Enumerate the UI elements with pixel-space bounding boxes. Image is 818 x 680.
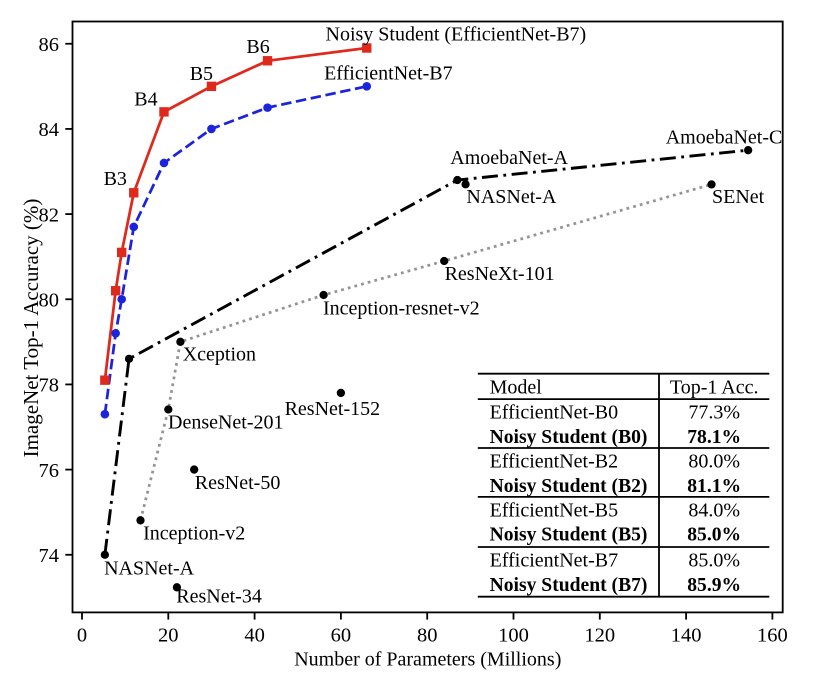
svg-text:DenseNet-201: DenseNet-201	[168, 412, 284, 434]
svg-text:Model: Model	[490, 376, 543, 398]
svg-text:EfficientNet-B0: EfficientNet-B0	[490, 402, 618, 424]
svg-text:80: 80	[417, 625, 438, 647]
svg-text:ResNet-50: ResNet-50	[195, 472, 281, 494]
svg-text:82: 82	[39, 204, 60, 226]
svg-text:Noisy Student (B7): Noisy Student (B7)	[490, 575, 648, 596]
svg-text:78.1%: 78.1%	[687, 427, 741, 448]
svg-text:EfficientNet-B5: EfficientNet-B5	[490, 500, 618, 522]
svg-text:0: 0	[77, 625, 87, 647]
svg-text:NASNet-A: NASNet-A	[104, 557, 195, 579]
svg-text:120: 120	[584, 625, 615, 647]
svg-text:ResNeXt-101: ResNeXt-101	[445, 263, 555, 285]
svg-text:B3: B3	[104, 168, 127, 190]
svg-text:40: 40	[244, 625, 265, 647]
svg-text:ResNet-34: ResNet-34	[176, 586, 262, 608]
svg-text:Inception-v2: Inception-v2	[143, 523, 245, 545]
svg-text:Noisy Student (B5): Noisy Student (B5)	[490, 525, 648, 546]
svg-text:EfficientNet-B7: EfficientNet-B7	[324, 62, 452, 84]
svg-text:84.0%: 84.0%	[688, 500, 740, 522]
svg-text:60: 60	[331, 625, 352, 647]
svg-text:Noisy Student (B0): Noisy Student (B0)	[490, 427, 648, 448]
svg-text:77.3%: 77.3%	[688, 402, 740, 424]
svg-text:NASNet-A: NASNet-A	[466, 186, 557, 208]
svg-text:84: 84	[39, 119, 60, 141]
svg-text:81.1%: 81.1%	[687, 476, 741, 497]
svg-text:Noisy Student (EfficientNet-B7: Noisy Student (EfficientNet-B7)	[326, 24, 587, 46]
svg-text:80: 80	[39, 290, 60, 312]
svg-text:85.0%: 85.0%	[688, 550, 740, 572]
svg-text:AmoebaNet-C: AmoebaNet-C	[666, 126, 783, 148]
svg-text:B4: B4	[134, 88, 157, 110]
svg-text:85.0%: 85.0%	[687, 525, 741, 546]
svg-text:160: 160	[757, 625, 788, 647]
svg-text:EfficientNet-B7: EfficientNet-B7	[490, 550, 618, 572]
svg-text:B6: B6	[246, 36, 269, 58]
svg-text:SENet: SENet	[712, 186, 765, 208]
svg-text:ImageNet Top-1 Accuracy (%): ImageNet Top-1 Accuracy (%)	[19, 199, 43, 458]
svg-text:20: 20	[158, 625, 179, 647]
svg-text:85.9%: 85.9%	[687, 575, 741, 596]
svg-text:76: 76	[39, 460, 60, 482]
svg-text:Xception: Xception	[183, 344, 256, 366]
svg-text:80.0%: 80.0%	[688, 451, 740, 473]
svg-text:Inception-resnet-v2: Inception-resnet-v2	[323, 297, 480, 319]
svg-text:100: 100	[498, 625, 529, 647]
svg-text:78: 78	[39, 375, 60, 397]
svg-text:140: 140	[671, 625, 702, 647]
svg-text:B5: B5	[190, 63, 213, 85]
svg-text:EfficientNet-B2: EfficientNet-B2	[490, 451, 618, 473]
svg-text:Noisy Student (B2): Noisy Student (B2)	[490, 476, 648, 497]
svg-text:ResNet-152: ResNet-152	[285, 398, 381, 420]
svg-text:AmoebaNet-A: AmoebaNet-A	[450, 147, 568, 169]
svg-text:86: 86	[39, 34, 60, 56]
svg-text:Top-1 Acc.: Top-1 Acc.	[670, 376, 759, 398]
svg-text:Number of Parameters (Millions: Number of Parameters (Millions)	[294, 649, 561, 671]
svg-text:74: 74	[39, 545, 60, 567]
